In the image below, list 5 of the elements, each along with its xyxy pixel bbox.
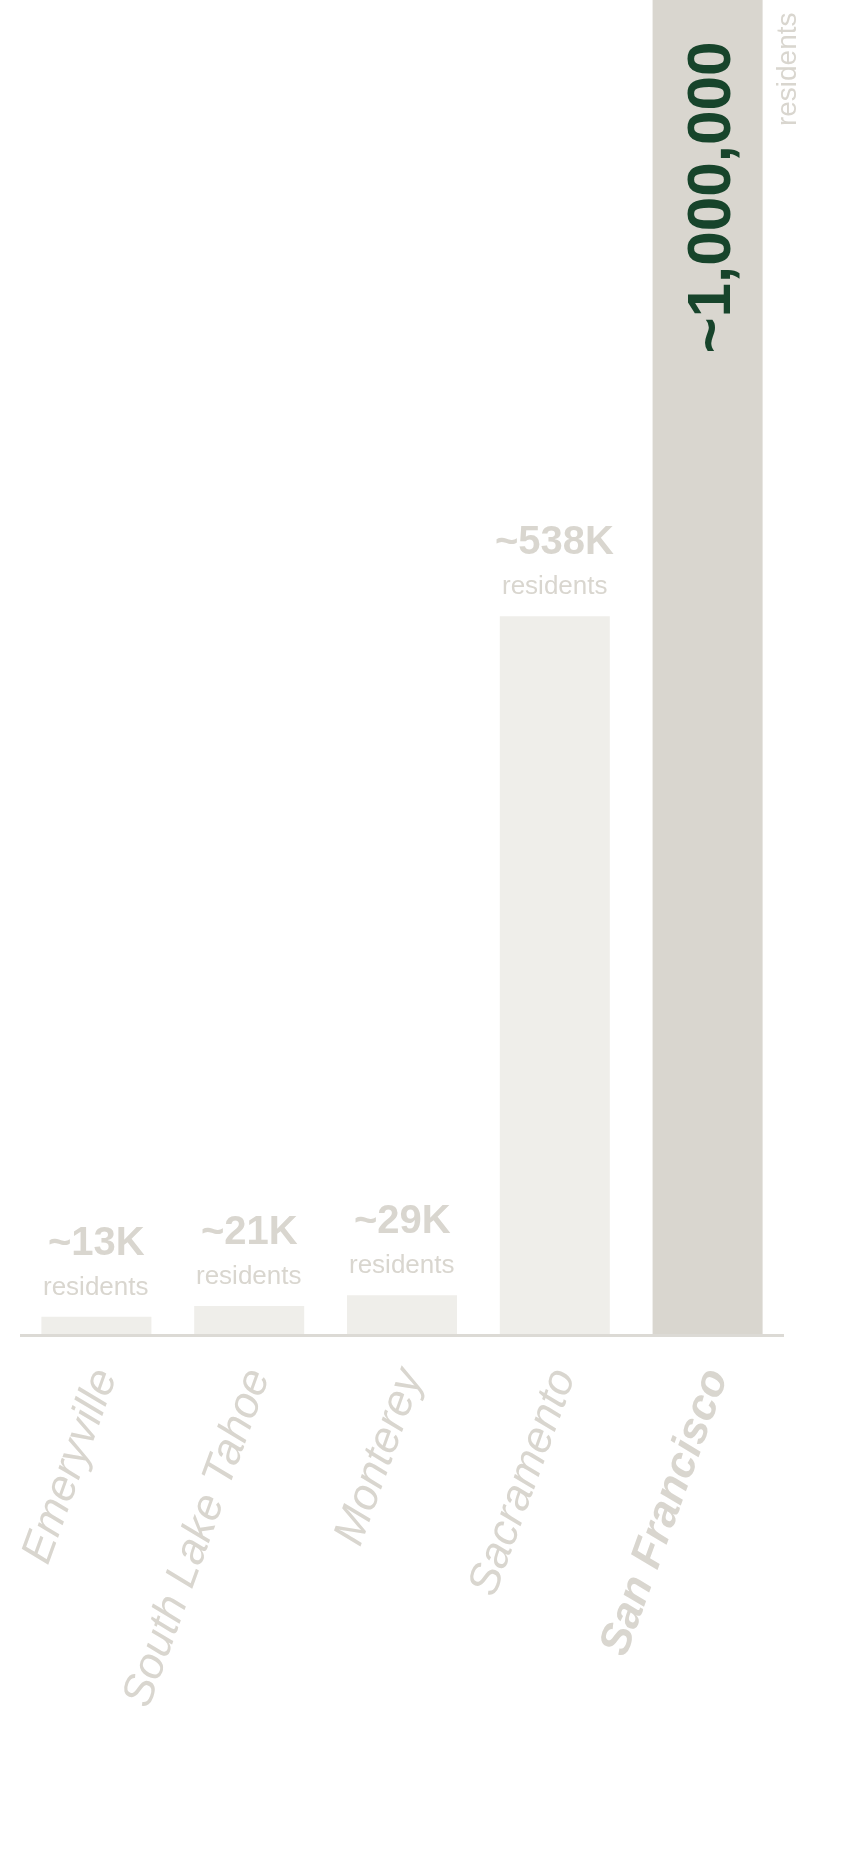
bar: [41, 1316, 152, 1334]
bar: [346, 1295, 458, 1334]
data-label: ~1,000,000: [673, 41, 743, 354]
bar: [194, 1305, 305, 1334]
bar: [499, 616, 610, 1334]
